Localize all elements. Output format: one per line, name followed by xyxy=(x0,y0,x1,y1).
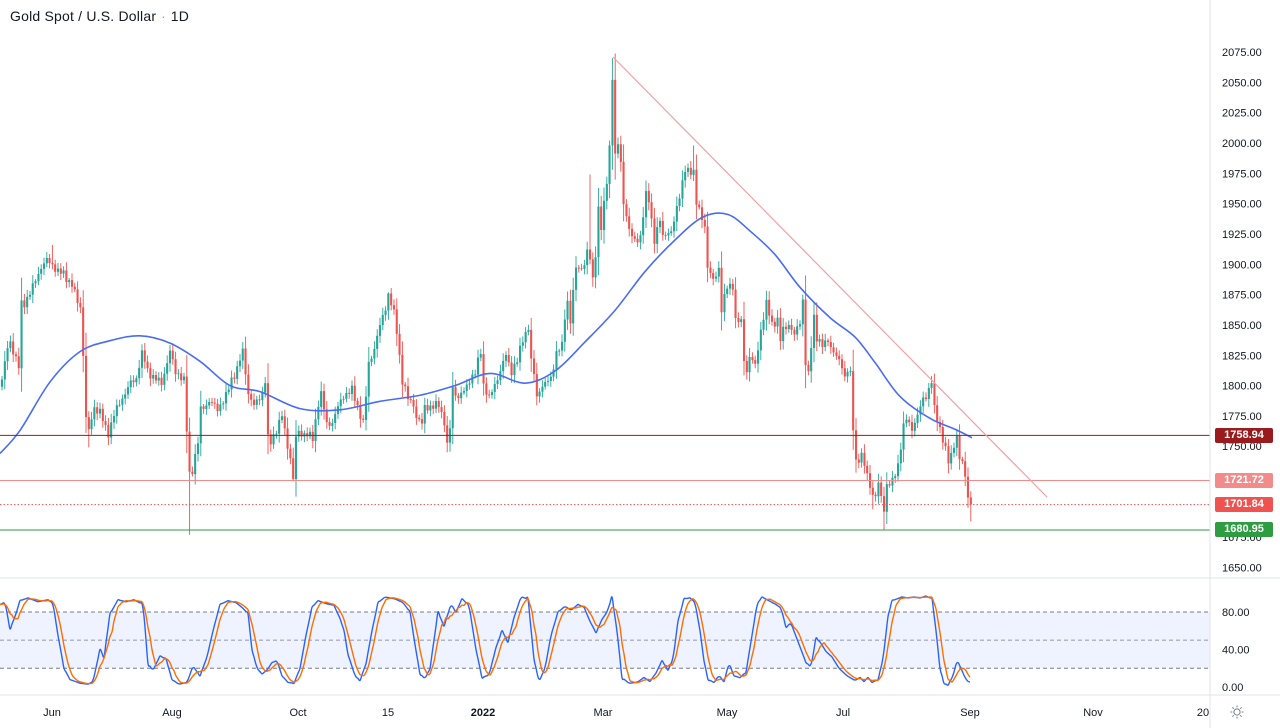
ma-line xyxy=(0,212,973,455)
price-tick: 2050.00 xyxy=(1222,77,1262,89)
price-tick: 1950.00 xyxy=(1222,199,1262,211)
oscillator-tick: 40.00 xyxy=(1222,645,1250,657)
interval-label[interactable]: 1D xyxy=(170,8,190,24)
time-tick-Oct: Oct xyxy=(289,707,306,719)
price-tick: 1925.00 xyxy=(1222,229,1262,241)
price-label-1758.94: 1758.94 xyxy=(1215,427,1273,443)
price-tick: 1650.00 xyxy=(1222,563,1262,575)
time-tick-Mar: Mar xyxy=(594,707,613,719)
price-tick: 1825.00 xyxy=(1222,350,1262,362)
oscillator-tick: 80.00 xyxy=(1222,607,1250,619)
price-tick: 1800.00 xyxy=(1222,381,1262,393)
time-tick-Jun: Jun xyxy=(43,707,61,719)
time-tick-Nov: Nov xyxy=(1083,707,1103,719)
time-tick-15: 15 xyxy=(382,707,394,719)
time-tick-20: 20 xyxy=(1197,707,1209,719)
time-tick-May: May xyxy=(717,707,738,719)
time-tick-Jul: Jul xyxy=(836,707,850,719)
price-tick: 1900.00 xyxy=(1222,259,1262,271)
oscillator-tick: 0.00 xyxy=(1222,682,1243,694)
time-tick-Sep: Sep xyxy=(960,707,980,719)
price-tick: 1750.00 xyxy=(1222,441,1262,453)
stoch-d-line xyxy=(0,596,971,685)
price-tick: 2025.00 xyxy=(1222,108,1262,120)
price-label-1680.95: 1680.95 xyxy=(1215,522,1273,538)
time-axis-labels[interactable]: Jun Aug Oct 15 2022 Mar May Jul Sep Nov 20 xyxy=(43,707,1209,719)
time-tick-2022: 2022 xyxy=(471,707,495,719)
stoch-band xyxy=(0,611,1210,669)
stoch-k-line xyxy=(0,595,971,686)
price-tick: 2000.00 xyxy=(1222,138,1262,150)
symbol-title-bar: Gold Spot / U.S. Dollar · 1D xyxy=(10,8,189,24)
sun-icon[interactable] xyxy=(1229,704,1245,720)
trendline[interactable] xyxy=(612,56,1048,498)
price-tick: 1975.00 xyxy=(1222,168,1262,180)
candlestick-series xyxy=(0,53,972,535)
price-tick: 2075.00 xyxy=(1222,47,1262,59)
price-label-1701.84: 1701.84 xyxy=(1215,497,1273,513)
price-tick: 1875.00 xyxy=(1222,290,1262,302)
time-tick-Aug: Aug xyxy=(162,707,182,719)
price-tick: 1775.00 xyxy=(1222,411,1262,423)
title-separator: · xyxy=(161,9,166,24)
price-label-1721.72: 1721.72 xyxy=(1215,473,1273,489)
price-tick: 1850.00 xyxy=(1222,320,1262,332)
symbol-title[interactable]: Gold Spot / U.S. Dollar xyxy=(10,8,157,24)
